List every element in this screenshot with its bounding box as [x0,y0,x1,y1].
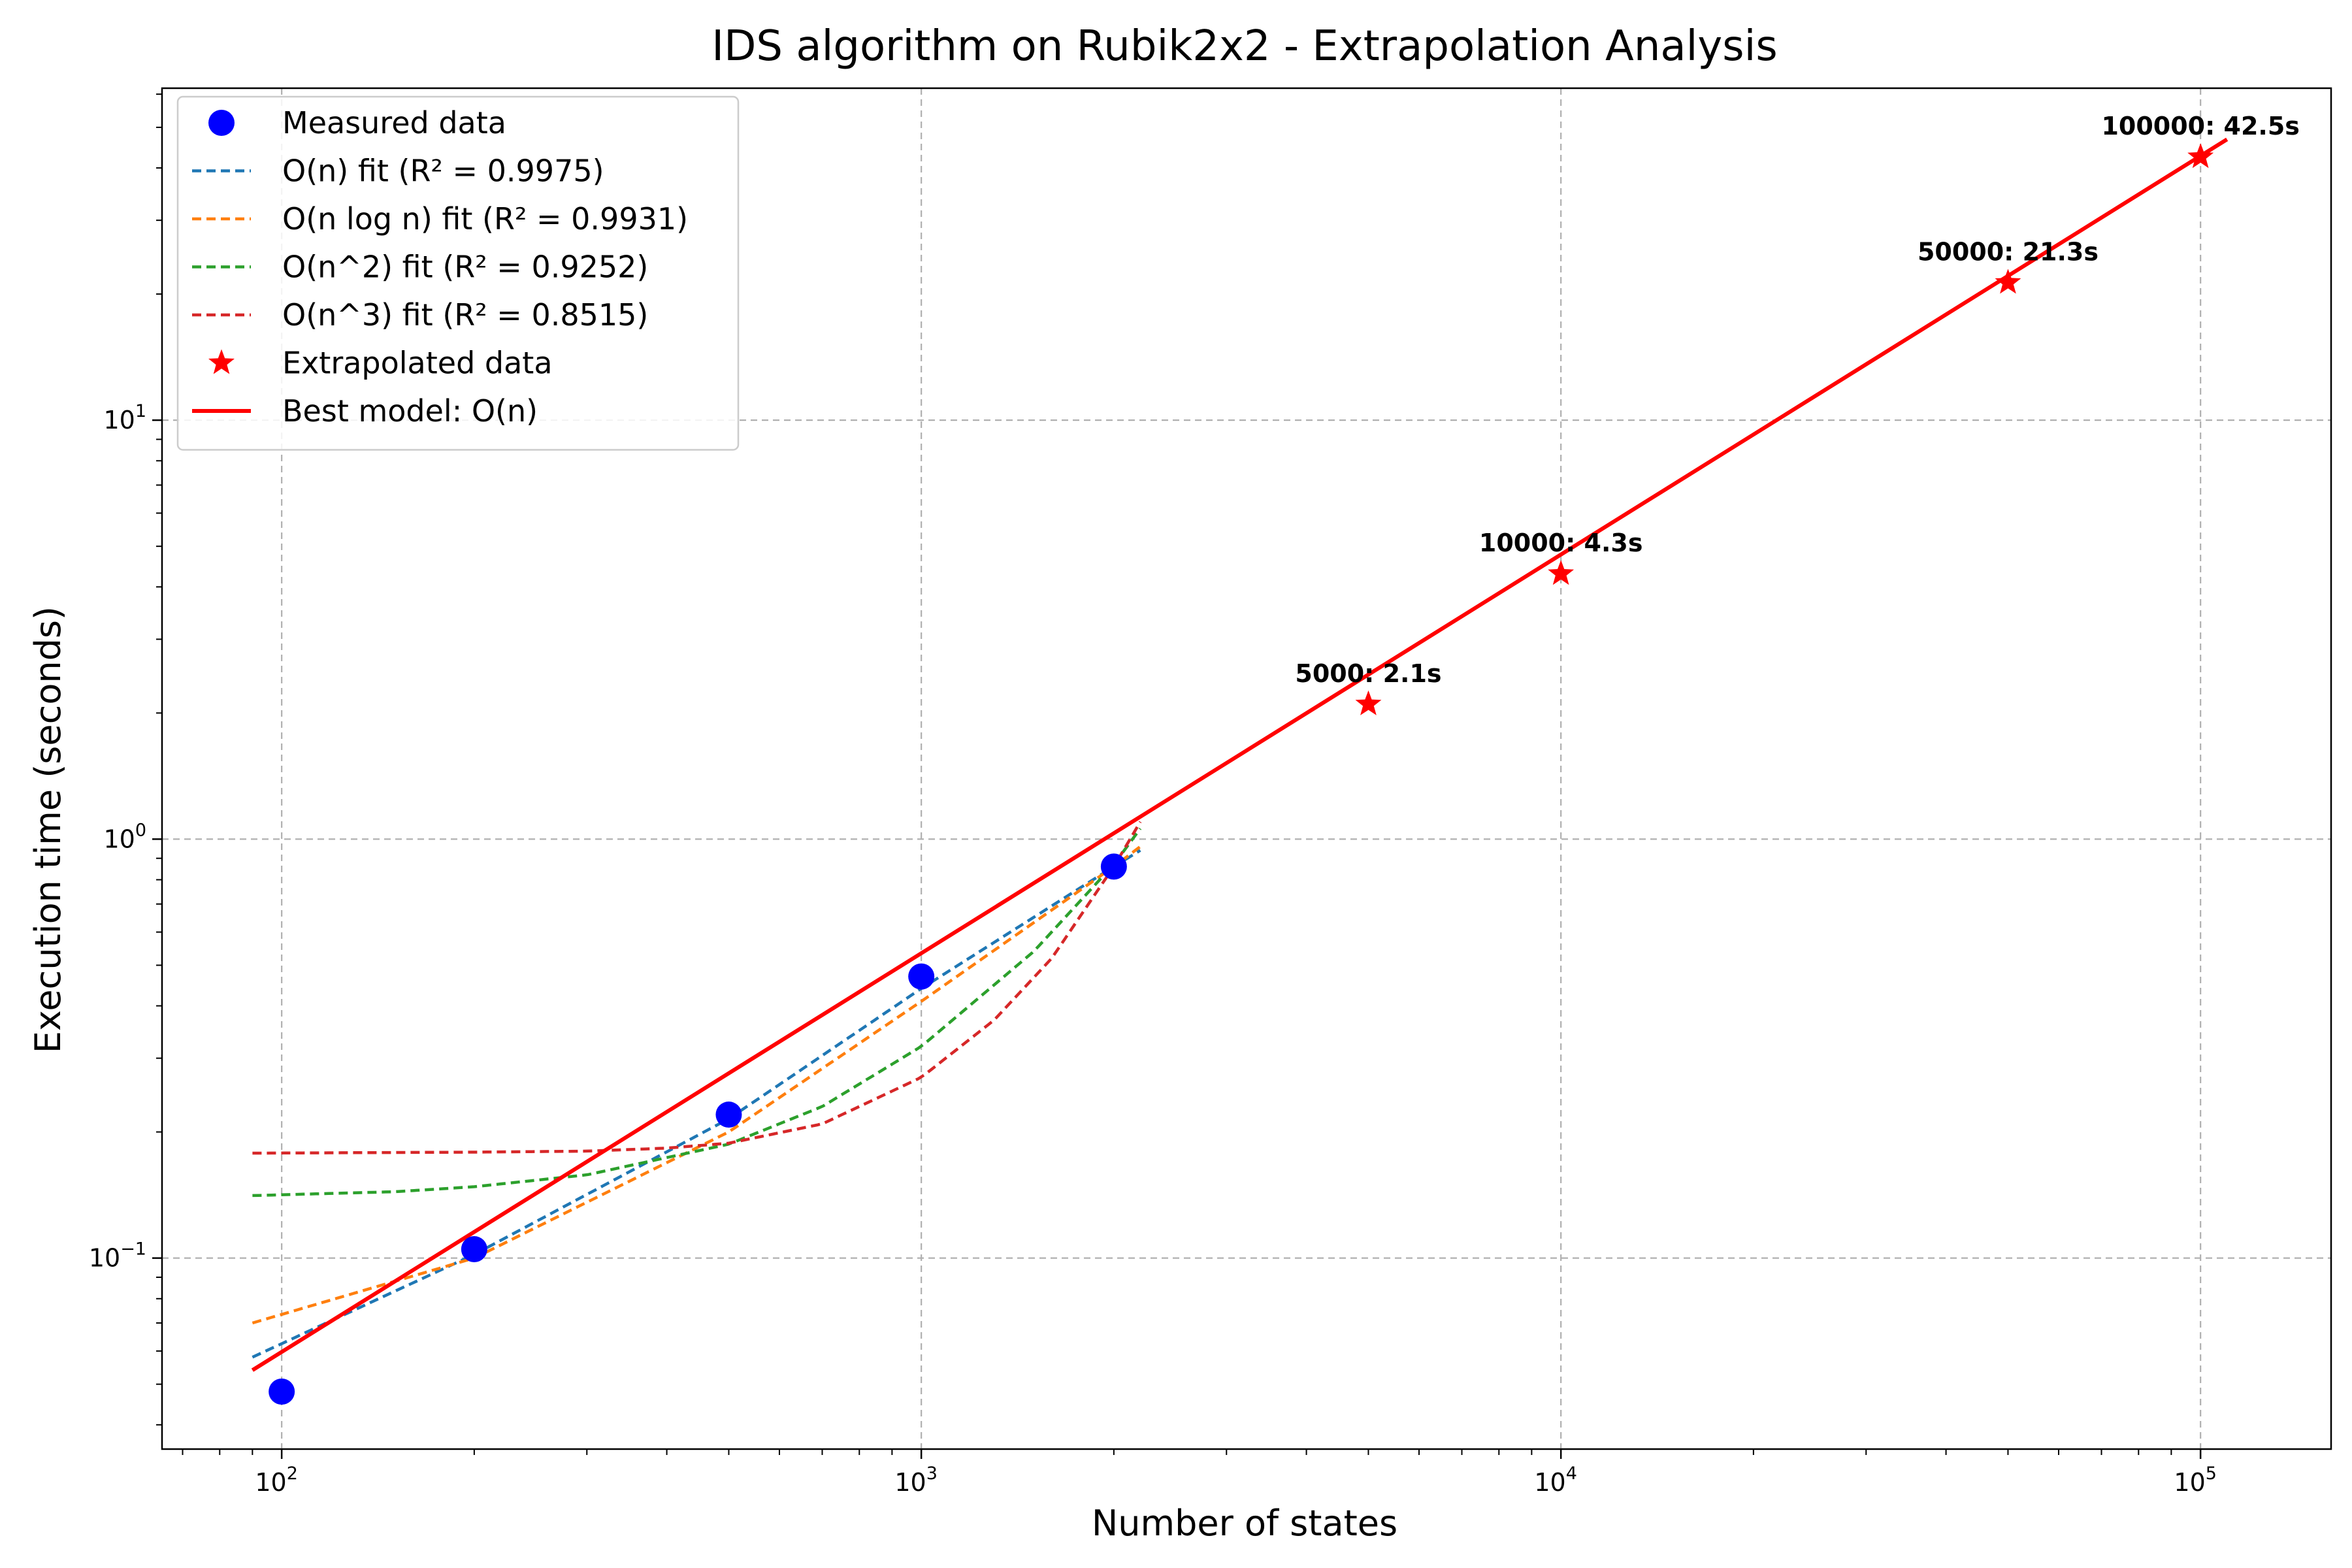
legend-label-1: O(n) fit (R² = 0.9975) [282,154,604,189]
extrapolated-point [1355,690,1382,715]
legend: Measured data O(n) fit (R² = 0.9975) O(n l… [176,95,740,451]
extrapolated-label: 10000: 4.3s [1479,529,1643,557]
y-tick-label-0: 10−1 [89,1239,146,1273]
best-model-line [251,137,2229,1372]
measured-point [908,963,935,990]
x-tick-label-0: 102 [255,1463,298,1497]
legend-swatch-5 [208,349,235,374]
legend-label-4: O(n^3) fit (R² = 0.8515) [282,297,648,333]
legend-label-5: Extrapolated data [282,346,553,381]
x-axis-label: Number of states [1092,1503,1397,1544]
fit-line-3 [252,827,1142,1198]
legend-label-0: Measured data [282,105,506,140]
measured-point [1100,853,1127,880]
y-axis-label: Execution time (seconds) [27,606,69,1053]
legend-label-6: Best model: O(n) [282,393,538,429]
extrapolated-point [1995,269,2021,294]
axes-frame [161,87,2332,1450]
legend-label-3: O(n^2) fit (R² = 0.9252) [282,250,648,285]
fit-line-4 [252,821,1142,1155]
measured-point [269,1379,295,1405]
fit-line-2 [252,845,1141,1325]
extrapolated-label: 50000: 21.3s [1918,238,2099,267]
legend-box [176,95,740,451]
measured-point [715,1102,742,1128]
chart-title: IDS algorithm on Rubik2x2 - Extrapolatio… [711,22,1777,71]
extrapolated-point [1548,560,1575,585]
extrapolated-label: 100000: 42.5s [2101,112,2299,140]
legend-label-2: O(n log n) fit (R² = 0.9931) [282,201,688,237]
extrapolated-label: 5000: 2.1s [1295,659,1441,688]
measured-point [461,1236,487,1263]
extrapolated-point [2187,143,2214,169]
legend-swatch-0 [208,110,235,136]
fit-line-1 [252,849,1141,1359]
